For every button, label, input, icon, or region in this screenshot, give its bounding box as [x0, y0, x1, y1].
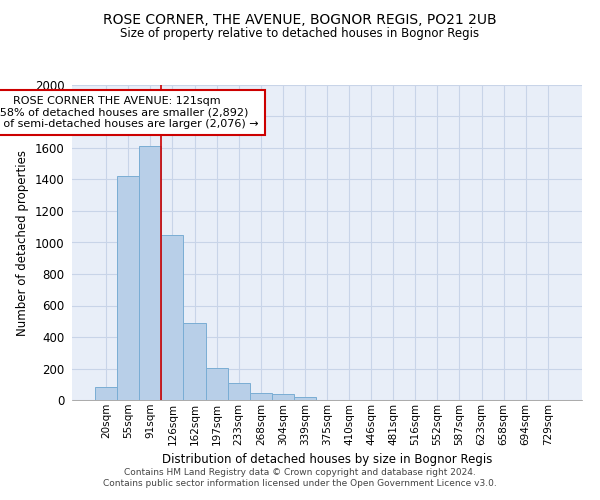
Y-axis label: Number of detached properties: Number of detached properties	[16, 150, 29, 336]
Bar	[161, 236, 184, 400]
Text: ROSE CORNER, THE AVENUE, BOGNOR REGIS, PO21 2UB: ROSE CORNER, THE AVENUE, BOGNOR REGIS, P…	[103, 12, 497, 26]
Bar	[139, 146, 161, 400]
Text: Size of property relative to detached houses in Bognor Regis: Size of property relative to detached ho…	[121, 28, 479, 40]
Bar	[117, 176, 139, 400]
X-axis label: Distribution of detached houses by size in Bognor Regis: Distribution of detached houses by size …	[162, 453, 492, 466]
Text: ROSE CORNER THE AVENUE: 121sqm
← 58% of detached houses are smaller (2,892)
42% : ROSE CORNER THE AVENUE: 121sqm ← 58% of …	[0, 96, 259, 129]
Bar	[206, 368, 227, 400]
Bar	[95, 388, 117, 400]
Bar	[272, 394, 294, 400]
Bar	[227, 384, 250, 400]
Bar	[250, 393, 272, 400]
Bar	[294, 397, 316, 400]
Bar	[184, 323, 206, 400]
Text: Contains HM Land Registry data © Crown copyright and database right 2024.
Contai: Contains HM Land Registry data © Crown c…	[103, 468, 497, 487]
